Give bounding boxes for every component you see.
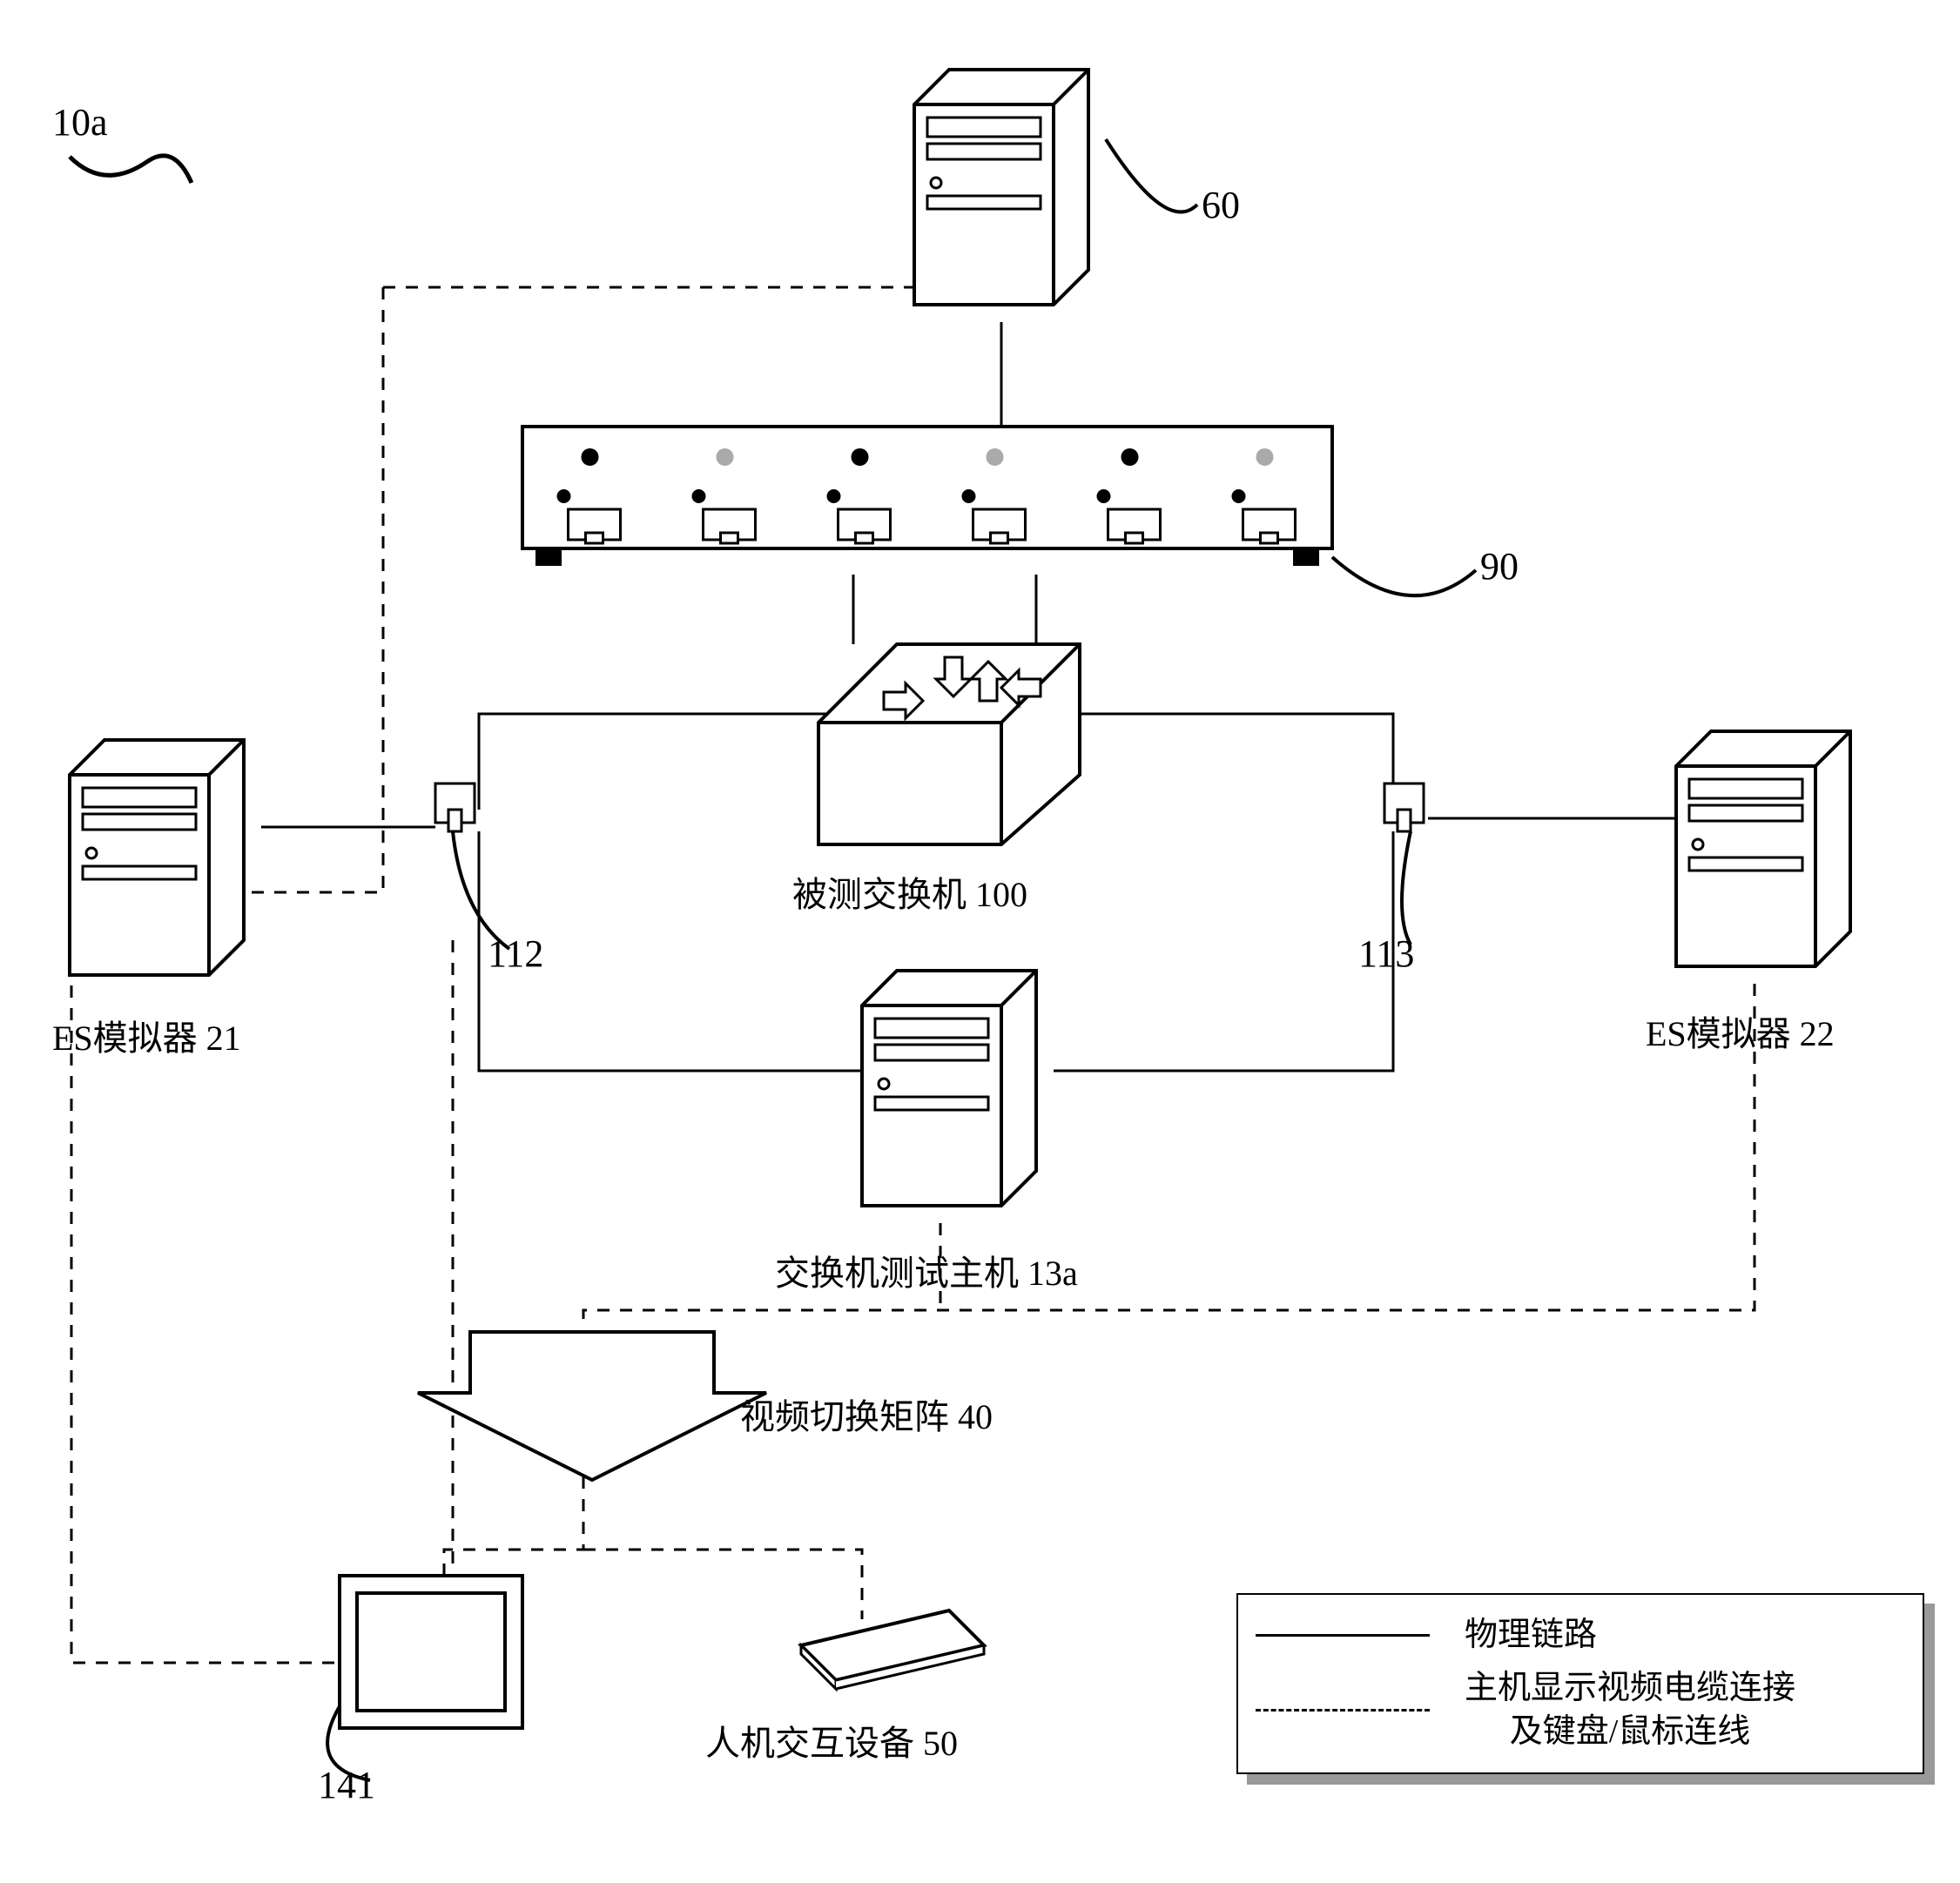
- legend-dash-text: 主机显示视频电缆连接 及键盘/鼠标连线: [1465, 1667, 1795, 1753]
- legend-solid-text: 物理链路: [1465, 1614, 1597, 1657]
- es-right-label: ES模拟器 22: [1646, 1005, 1835, 1056]
- ref-141: 141: [318, 1763, 375, 1807]
- diagram-id-label: 10a: [52, 100, 108, 145]
- legend-row-solid: 物理链路: [1256, 1614, 1905, 1657]
- legend-solid-sample: [1256, 1634, 1430, 1637]
- es-left-label: ES模拟器 21: [52, 1010, 241, 1060]
- ref-squiggle-10a: [70, 156, 192, 183]
- ref-90: 90: [1480, 544, 1519, 588]
- ref-112: 112: [488, 931, 543, 976]
- legend-dash-sample: [1256, 1709, 1430, 1712]
- es-simulator-21: [70, 740, 244, 975]
- video-matrix-label: 视频切换矩阵 40: [740, 1389, 993, 1439]
- tap-113: [1384, 783, 1424, 831]
- dut-switch-100: [818, 644, 1080, 844]
- video-switch-matrix-40: [418, 1332, 766, 1480]
- tap-112: [435, 783, 475, 831]
- keyboard-label: 人机交互设备 50: [705, 1715, 958, 1765]
- diagram-svg: [17, 17, 1960, 1866]
- dut-switch-label: 被测交换机 100: [792, 866, 1027, 917]
- legend-row-dashed: 主机显示视频电缆连接 及键盘/鼠标连线: [1256, 1667, 1905, 1753]
- test-host-13a: [862, 971, 1036, 1206]
- server-60: [914, 70, 1088, 305]
- legend: 物理链路 主机显示视频电缆连接 及键盘/鼠标连线: [1236, 1593, 1924, 1774]
- network-diagram: 10a 60 90 被测交换机 100 ES模拟器 21 ES模拟器 22 11…: [17, 17, 1960, 1866]
- keyboard-50: [801, 1611, 984, 1689]
- es-simulator-22: [1676, 731, 1850, 966]
- patch-panel-90: [522, 427, 1332, 566]
- test-host-label: 交换机测试主机 13a: [775, 1245, 1078, 1295]
- ref-60: 60: [1202, 183, 1240, 227]
- monitor-141: [340, 1576, 522, 1728]
- ref-113: 113: [1358, 931, 1414, 976]
